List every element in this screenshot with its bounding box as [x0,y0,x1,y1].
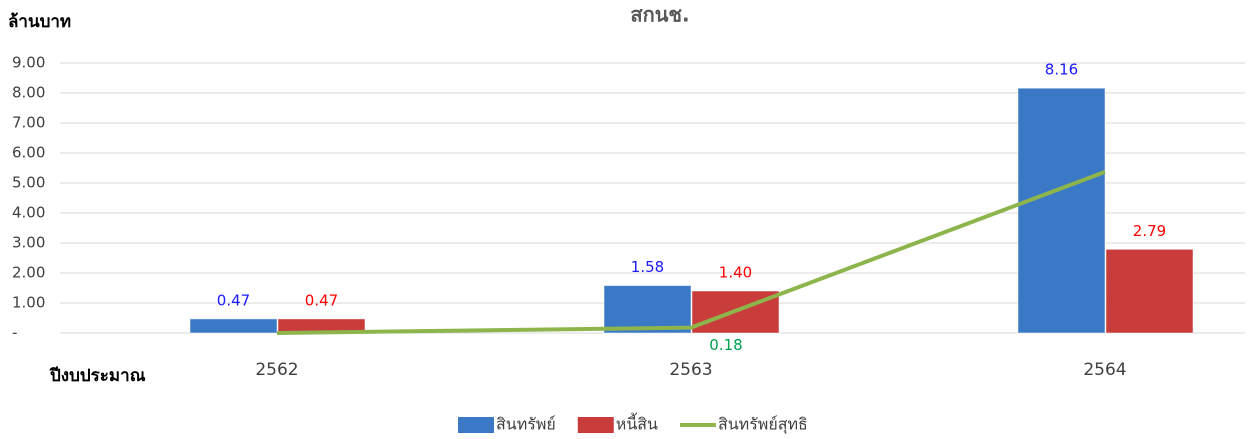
data-label: 1.40 [719,264,752,282]
legend-label: หนี้สิน [616,413,658,434]
x-tick-label: 2564 [1083,360,1126,380]
line [276,170,1106,335]
legend-label: สินทรัพย์สุทธิ [718,415,808,435]
y-tick-label: 3.00 [12,234,45,252]
x-tick-label: 2562 [255,360,298,380]
bar [603,285,692,334]
y-tick-label: 1.00 [12,294,45,312]
y-tick-label: 8.00 [12,84,45,102]
data-label: 0.47 [305,291,338,309]
legend-swatch [577,417,614,433]
legend-swatch [458,417,494,433]
x-tick-label: 2563 [669,360,712,380]
y-axis-label: ล้านบาท [8,12,71,32]
y-tick-label: 4.00 [12,204,45,222]
x-axis-label: ปีงบประมาณ [49,365,146,386]
legend-label: สินทรัพย์ [496,415,556,434]
data-label: 1.58 [631,258,664,276]
chart-title: สกนช. [630,3,689,27]
bar [1017,87,1106,334]
data-label: 0.18 [709,336,742,354]
y-tick-label: 9.00 [12,54,45,72]
y-tick-label: 5.00 [12,174,45,192]
bar [189,318,278,334]
y-tick-label: 2.00 [12,264,45,282]
y-tick-label: - [12,324,17,342]
y-tick-label: 7.00 [12,114,45,132]
data-label: 0.47 [217,291,250,309]
bar [1105,248,1194,334]
y-tick-label: 6.00 [12,144,45,162]
data-label: 2.79 [1133,222,1166,240]
data-label: 8.16 [1045,61,1078,79]
